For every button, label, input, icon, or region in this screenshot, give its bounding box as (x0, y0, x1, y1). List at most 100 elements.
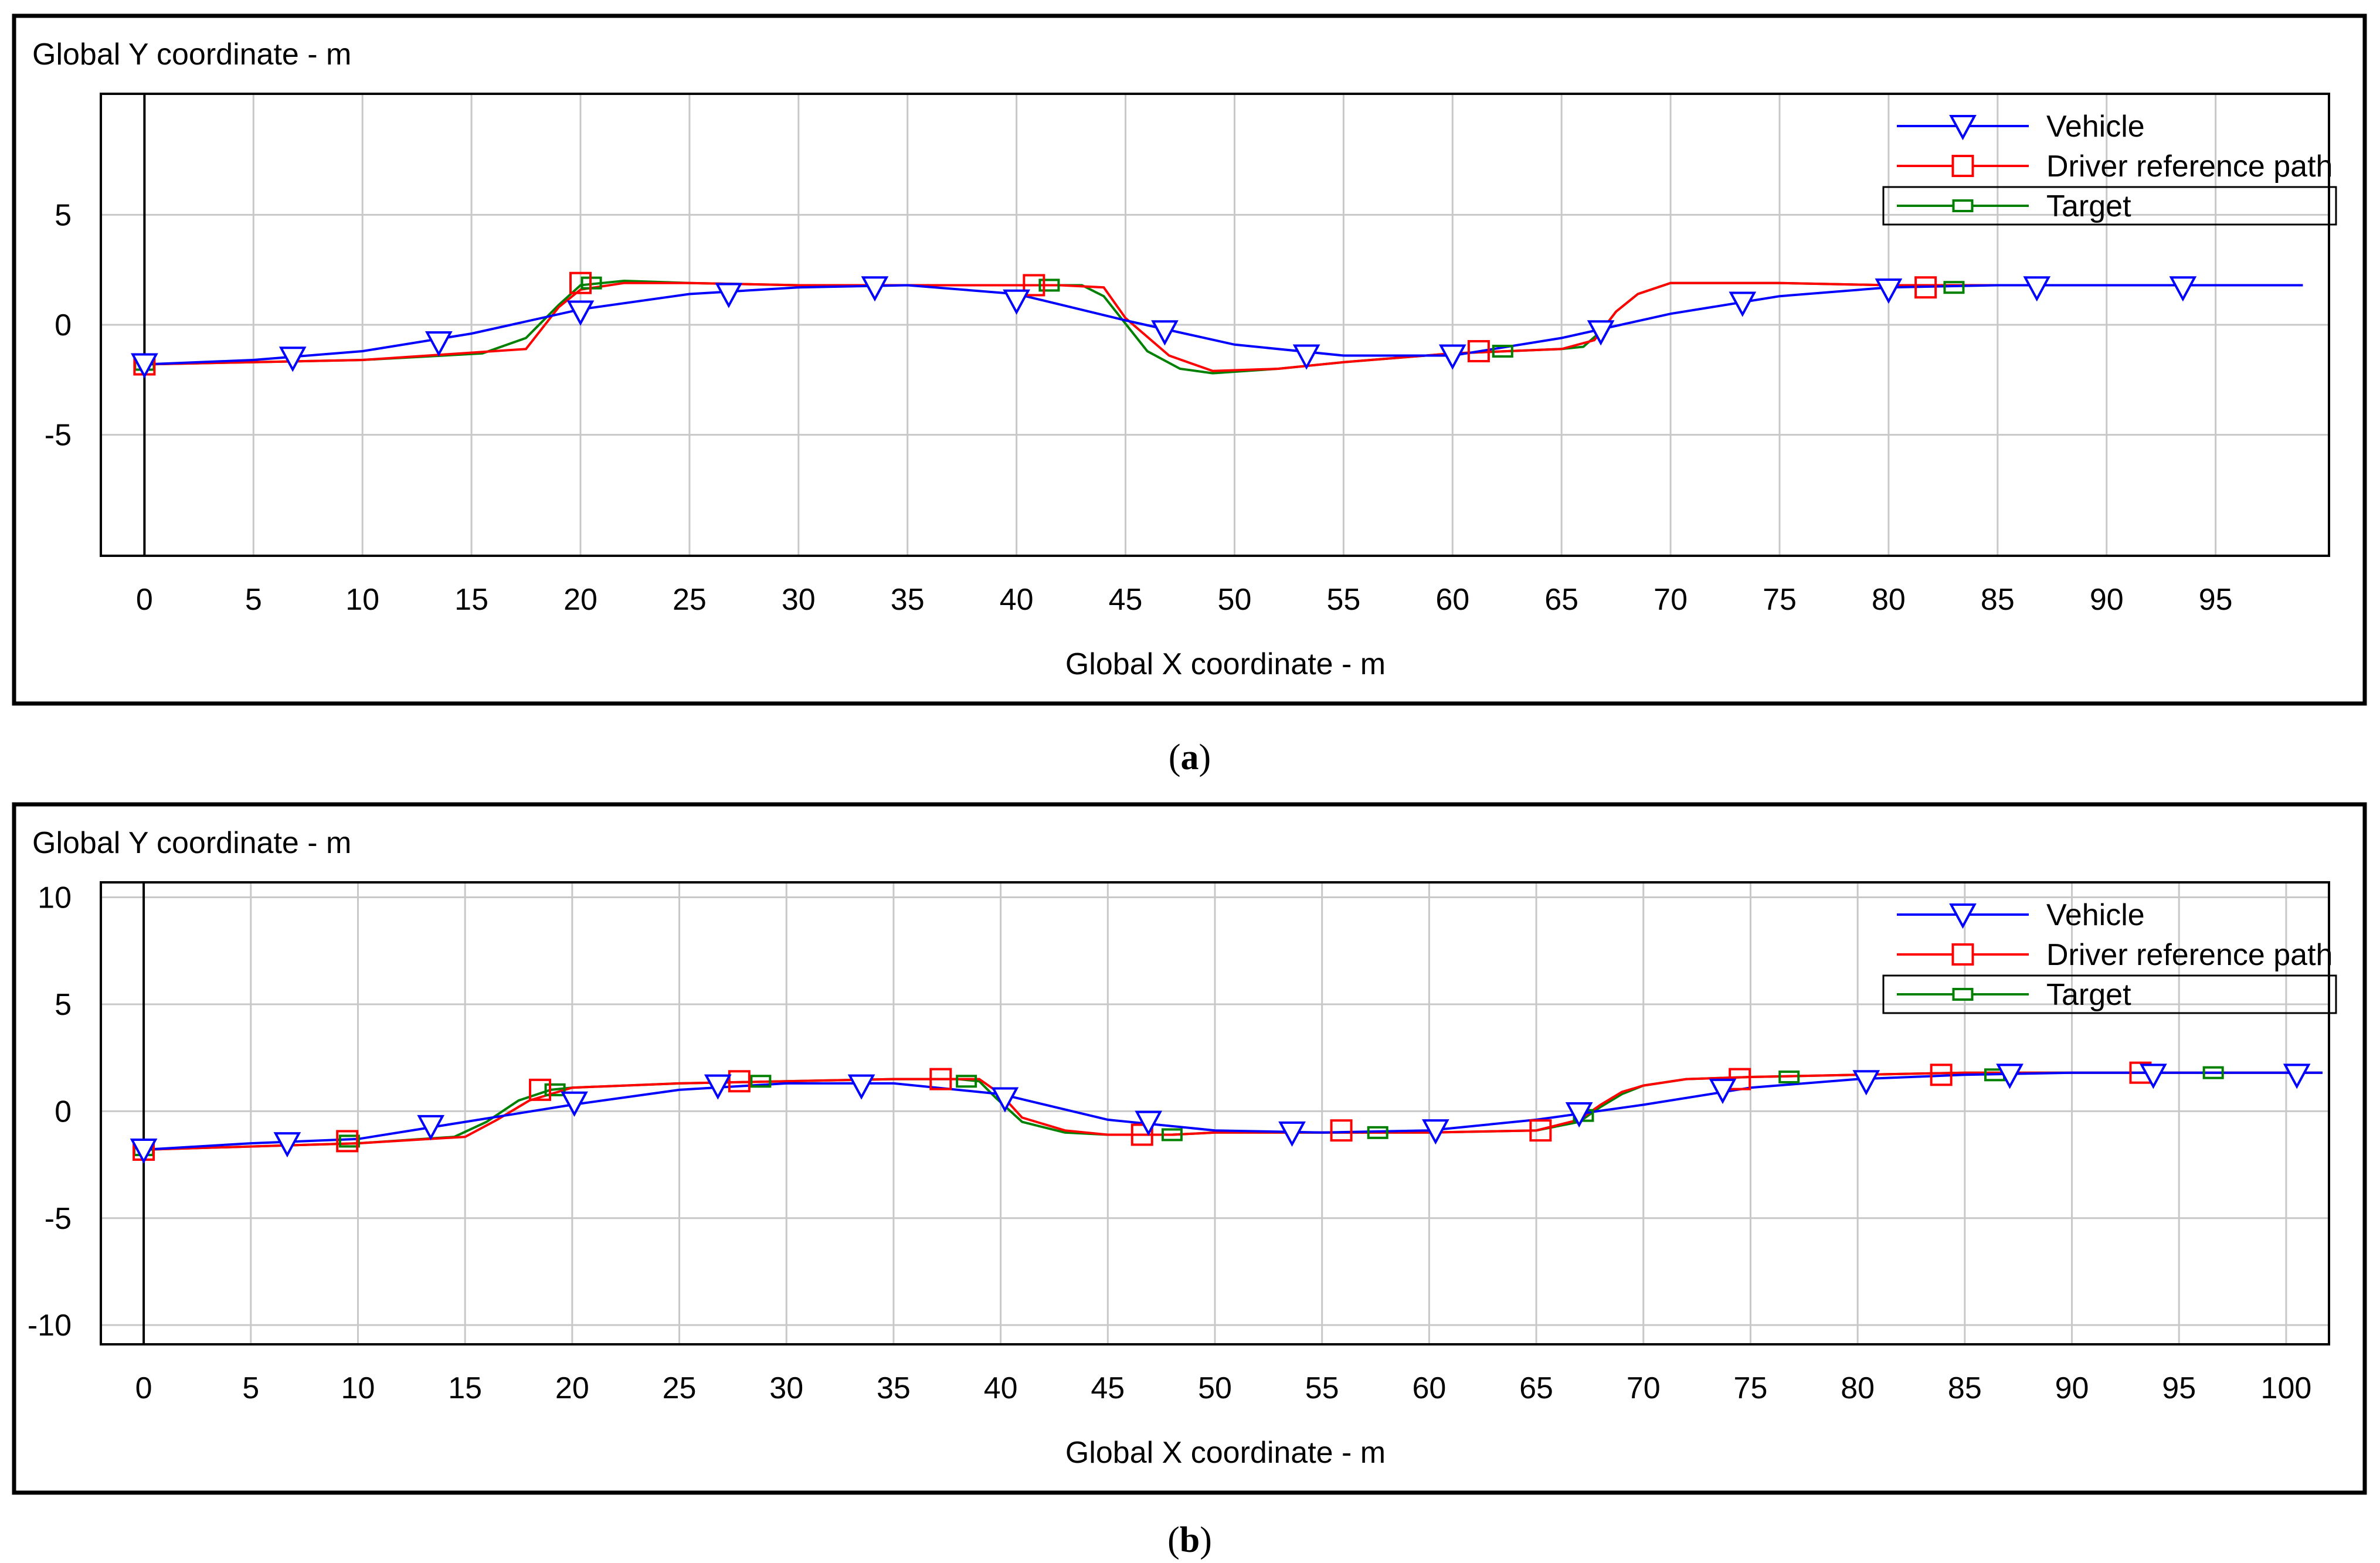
panel-a-series-driver-marker-4 (1914, 276, 1937, 299)
panel-a-xtick-label-13: 65 (1544, 583, 1578, 617)
panel-a-plot: 0 5 10 15 20 25 30 35 40 45 50 55 60 65 70 75 80 85 90 9550… (45, 93, 2337, 617)
panel-a-frame (12, 13, 2367, 706)
panel-b-series-vehicle-marker-12 (1852, 1070, 1880, 1096)
panel-b-series-driver-marker-3 (728, 1070, 751, 1093)
panel-a-series-vehicle-marker-6 (1003, 289, 1030, 315)
panel-b-xtick-label-7: 35 (877, 1371, 911, 1405)
panel-a-series-vehicle-marker-14 (2169, 276, 2197, 302)
panel-a-legend-vehicle-marker (1949, 115, 1977, 141)
panel-a-series-vehicle-marker-4 (715, 283, 743, 308)
panel-a-xtick-label-17: 85 (1981, 583, 2015, 617)
panel-b-xtick-label-3: 15 (448, 1371, 482, 1405)
panel-a-legend-driver-marker (1951, 155, 1974, 177)
panel-b-xtick-label-16: 80 (1841, 1371, 1875, 1405)
panel-a-xtick-label-12: 60 (1435, 583, 1469, 617)
panel-a-series-driver-marker-3 (1467, 340, 1490, 363)
panel-b-caption-letter: b (1180, 1520, 1200, 1560)
panel-b-series-vehicle-marker-4 (704, 1074, 732, 1100)
panel-b-series-driver-marker-9 (1930, 1063, 1953, 1086)
panel-a-caption-letter: a (1181, 738, 1199, 777)
panel-a-series-vehicle-marker-1 (279, 346, 307, 372)
panel-b-series-vehicle-marker-7 (1135, 1110, 1163, 1136)
panel-a-series-vehicle-marker-9 (1438, 344, 1466, 370)
panel-b-series-target-marker-8 (1778, 1070, 1800, 1083)
panel-a-series-target-marker-4 (1943, 281, 1965, 294)
panel-b-xtick-label-17: 85 (1948, 1371, 1982, 1405)
panel-a-xtick-label-9: 45 (1109, 583, 1143, 617)
panel-b-chart: Global Y coordinate - m Global X coordin… (12, 802, 2367, 1495)
panel-b-xtick-label-1: 5 (242, 1371, 259, 1405)
panel-b-ytick-label-3: -5 (45, 1202, 72, 1236)
panel-a-series-vehicle-marker-13 (2023, 276, 2051, 302)
panel-b-legend-driver-label: Driver reference path (2046, 938, 2333, 972)
panel-b-series-target-marker-10 (2202, 1066, 2224, 1079)
panel-a-legend-target-marker (1952, 199, 1974, 212)
panel-a-series-vehicle-marker-5 (861, 276, 889, 302)
panel-b-legend-focus-box (1882, 974, 2337, 1014)
panel-b-series-driver-marker-2 (529, 1078, 552, 1101)
panel-a-series-vehicle-marker-12 (1875, 278, 1903, 304)
panel-b-series-vehicle-marker-3 (561, 1091, 588, 1117)
panel-b-plot: 0 5 10 15 20 25 30 35 40 45 50 55 60 65 70 75 80 85 90 95 10… (28, 881, 2337, 1405)
panel-a-series-vehicle-marker-3 (566, 300, 595, 326)
panel-a-series-target-marker-2 (1038, 278, 1060, 292)
panel-a-xtick-label-11: 55 (1326, 583, 1360, 617)
panel-a-ytick-label-0: 5 (55, 198, 72, 232)
panel-b-xtick-label-14: 70 (1627, 1371, 1661, 1405)
panel-b-series-vehicle-marker-13 (1996, 1063, 2023, 1089)
panel-b-legend-target-marker (1952, 988, 1974, 1001)
panel-b-xtick-label-12: 60 (1412, 1371, 1446, 1405)
panel-b-series-target-marker-2 (544, 1083, 566, 1096)
panel-b-series-driver-marker-4 (929, 1068, 952, 1090)
panel-a-series-vehicle-line (144, 284, 2303, 366)
panel-a-xtick-label-5: 25 (673, 583, 707, 617)
panel-a-ylabel: Global Y coordinate - m (32, 38, 351, 72)
panel-a-series-vehicle-marker-10 (1587, 320, 1615, 346)
panel-b-ylabel: Global Y coordinate - m (32, 826, 351, 860)
panel-a-chart: Global Y coordinate - m Global X coordin… (12, 13, 2367, 706)
panel-a-series-vehicle-marker-2 (425, 331, 453, 357)
panel-b-series-vehicle-marker-6 (991, 1087, 1019, 1113)
panel-a-plot-area (100, 93, 2330, 557)
panel-a-ytick-label-2: -5 (45, 419, 72, 453)
panel-b-series-driver-marker-7 (1529, 1119, 1552, 1142)
panel-a-ytick-label-1: 0 (55, 308, 72, 342)
panel-b-xtick-label-20: 100 (2261, 1371, 2312, 1405)
panel-b-series-vehicle-marker-15 (2283, 1063, 2311, 1089)
panel-b-frame (12, 802, 2367, 1495)
panel-a-legend-driver-label: Driver reference path (2046, 149, 2333, 184)
panel-b-series-vehicle-marker-1 (273, 1132, 301, 1158)
panel-b-series-vehicle-marker-8 (1278, 1121, 1306, 1147)
panel-b-xtick-label-0: 0 (135, 1371, 152, 1405)
panel-b-legend-driver-marker (1951, 943, 1974, 966)
panel-b-series-vehicle-line (143, 1071, 2323, 1151)
panel-b-xtick-label-9: 45 (1091, 1371, 1125, 1405)
panel-b-xtick-label-11: 55 (1305, 1371, 1339, 1405)
panel-a-legend-focus-box (1882, 186, 2337, 226)
panel-b-series-target-marker-6 (1367, 1126, 1388, 1139)
panel-b-series-target-marker-3 (750, 1075, 772, 1088)
panel-a-series-driver-marker-1 (569, 271, 592, 294)
panel-b-series-driver-marker-1 (336, 1130, 359, 1153)
panel-b-series-vehicle-marker-0 (130, 1139, 158, 1164)
panel-b-series-vehicle-marker-2 (417, 1115, 445, 1141)
panel-b-series-driver-marker-5 (1130, 1123, 1153, 1146)
panel-b-xtick-label-4: 20 (555, 1371, 589, 1405)
panel-a-series-driver-marker-2 (1023, 274, 1045, 297)
panel-a-series-driver-line (144, 281, 2303, 372)
panel-a-xtick-label-8: 40 (1000, 583, 1034, 617)
panel-a-xtick-label-10: 50 (1218, 583, 1252, 617)
panel-a-series-vehicle-marker-8 (1292, 344, 1320, 370)
panel-b-legend-vehicle-label: Vehicle (2046, 898, 2145, 932)
panel-b-xtick-label-5: 25 (663, 1371, 697, 1405)
panel-a-xtick-label-4: 20 (563, 583, 597, 617)
panel-a-series-vehicle-marker-0 (131, 353, 158, 379)
panel-a-xtick-label-0: 0 (136, 583, 153, 617)
panel-a-xtick-label-1: 5 (245, 583, 262, 617)
panel-b-series-target-marker-4 (956, 1075, 977, 1088)
panel-b-caption: (b) (1167, 1520, 1212, 1560)
panel-a-xtick-label-16: 80 (1872, 583, 1906, 617)
panel-b-series-vehicle-marker-11 (1709, 1078, 1737, 1105)
panel-b-xtick-label-6: 30 (769, 1371, 803, 1405)
